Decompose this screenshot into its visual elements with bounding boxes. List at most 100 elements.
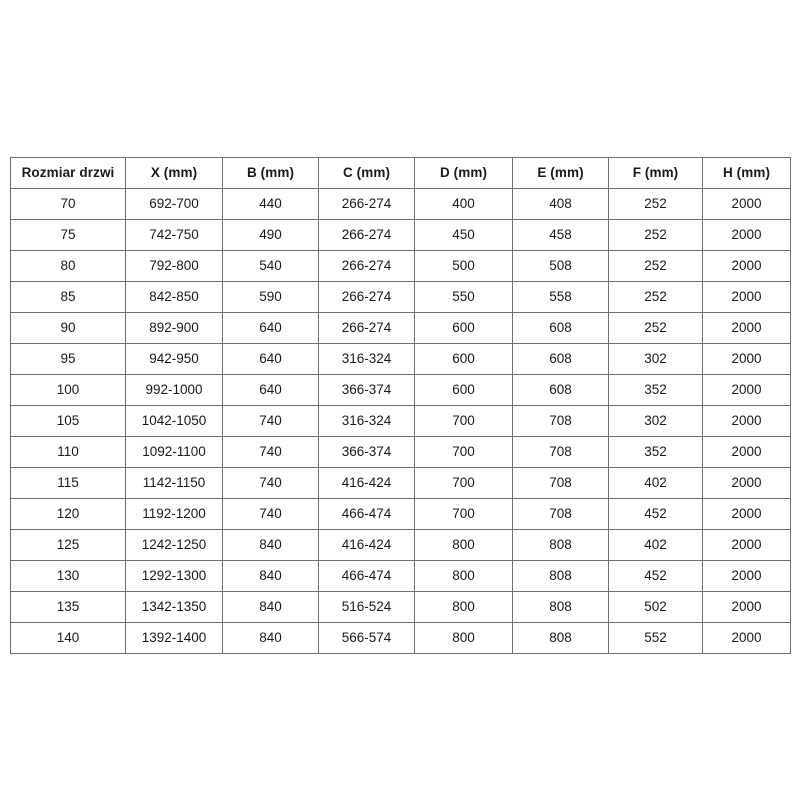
- table-cell: 508: [512, 250, 609, 282]
- table-cell: 125: [10, 529, 126, 561]
- table-cell: 452: [608, 560, 703, 592]
- table-cell: 2000: [702, 591, 791, 623]
- table-cell: 316-324: [318, 343, 415, 375]
- table-cell: 490: [222, 219, 319, 251]
- table-cell: 416-424: [318, 467, 415, 499]
- table-cell: 700: [414, 467, 513, 499]
- table-cell: 590: [222, 281, 319, 313]
- table-cell: 466-474: [318, 560, 415, 592]
- table-cell: 458: [512, 219, 609, 251]
- table-cell: 1042-1050: [125, 405, 223, 437]
- table-cell: 2000: [702, 219, 791, 251]
- spec-table-container: Rozmiar drzwi X (mm) B (mm) C (mm) D (mm) E (…: [10, 157, 791, 654]
- table-cell: 302: [608, 343, 703, 375]
- table-cell: 2000: [702, 343, 791, 375]
- table-cell: 708: [512, 467, 609, 499]
- table-cell: 2000: [702, 560, 791, 592]
- table-cell: 252: [608, 250, 703, 282]
- table-cell: 1142-1150: [125, 467, 223, 499]
- table-cell: 450: [414, 219, 513, 251]
- table-cell: 808: [512, 591, 609, 623]
- table-cell: 708: [512, 405, 609, 437]
- table-cell: 740: [222, 405, 319, 437]
- table-cell: 1192-1200: [125, 498, 223, 530]
- table-cell: 95: [10, 343, 126, 375]
- table-cell: 800: [414, 591, 513, 623]
- table-cell: 740: [222, 436, 319, 468]
- column-header-4: D (mm): [414, 157, 513, 189]
- table-cell: 550: [414, 281, 513, 313]
- table-cell: 2000: [702, 498, 791, 530]
- table-cell: 992-1000: [125, 374, 223, 406]
- table-row: 100 992-1000 640 366-374 600 608 352 2000: [10, 374, 791, 406]
- table-cell: 466-474: [318, 498, 415, 530]
- column-header-2: B (mm): [222, 157, 319, 189]
- table-row: 120 1192-1200 740 466-474 700 708 452 2000: [10, 498, 791, 530]
- table-row: 110 1092-1100 740 366-374 700 708 352 2000: [10, 436, 791, 468]
- table-cell: 402: [608, 529, 703, 561]
- column-header-6: F (mm): [608, 157, 703, 189]
- table-cell: 302: [608, 405, 703, 437]
- table-cell: 266-274: [318, 281, 415, 313]
- door-size-spec-table: Rozmiar drzwi X (mm) B (mm) C (mm) D (mm) E (…: [10, 157, 791, 654]
- table-cell: 266-274: [318, 219, 415, 251]
- table-cell: 252: [608, 219, 703, 251]
- table-cell: 700: [414, 405, 513, 437]
- table-cell: 600: [414, 312, 513, 344]
- table-cell: 1092-1100: [125, 436, 223, 468]
- table-row: 90 892-900 640 266-274 600 608 252 2000: [10, 312, 791, 344]
- table-cell: 2000: [702, 312, 791, 344]
- column-header-0: Rozmiar drzwi: [10, 157, 126, 189]
- table-cell: 80: [10, 250, 126, 282]
- column-header-3: C (mm): [318, 157, 415, 189]
- table-cell: 2000: [702, 467, 791, 499]
- table-cell: 115: [10, 467, 126, 499]
- table-cell: 408: [512, 188, 609, 220]
- table-cell: 140: [10, 622, 126, 654]
- table-cell: 800: [414, 560, 513, 592]
- table-cell: 110: [10, 436, 126, 468]
- table-cell: 640: [222, 343, 319, 375]
- table-cell: 692-700: [125, 188, 223, 220]
- table-cell: 366-374: [318, 436, 415, 468]
- table-cell: 1342-1350: [125, 591, 223, 623]
- table-cell: 100: [10, 374, 126, 406]
- table-row: 70 692-700 440 266-274 400 408 252 2000: [10, 188, 791, 220]
- table-cell: 2000: [702, 405, 791, 437]
- table-cell: 135: [10, 591, 126, 623]
- table-cell: 942-950: [125, 343, 223, 375]
- table-row: 75 742-750 490 266-274 450 458 252 2000: [10, 219, 791, 251]
- table-cell: 502: [608, 591, 703, 623]
- table-cell: 400: [414, 188, 513, 220]
- table-cell: 566-574: [318, 622, 415, 654]
- table-cell: 640: [222, 312, 319, 344]
- table-cell: 742-750: [125, 219, 223, 251]
- table-cell: 252: [608, 281, 703, 313]
- table-cell: 452: [608, 498, 703, 530]
- table-cell: 2000: [702, 281, 791, 313]
- table-cell: 352: [608, 374, 703, 406]
- table-row: 80 792-800 540 266-274 500 508 252 2000: [10, 250, 791, 282]
- table-cell: 90: [10, 312, 126, 344]
- table-cell: 892-900: [125, 312, 223, 344]
- table-cell: 840: [222, 622, 319, 654]
- table-row: 95 942-950 640 316-324 600 608 302 2000: [10, 343, 791, 375]
- table-cell: 608: [512, 312, 609, 344]
- table-cell: 105: [10, 405, 126, 437]
- table-cell: 552: [608, 622, 703, 654]
- table-row: 125 1242-1250 840 416-424 800 808 402 2000: [10, 529, 791, 561]
- table-cell: 700: [414, 436, 513, 468]
- table-cell: 2000: [702, 529, 791, 561]
- table-cell: 266-274: [318, 312, 415, 344]
- table-cell: 640: [222, 374, 319, 406]
- table-cell: 700: [414, 498, 513, 530]
- table-cell: 516-524: [318, 591, 415, 623]
- table-cell: 402: [608, 467, 703, 499]
- table-cell: 366-374: [318, 374, 415, 406]
- table-cell: 2000: [702, 436, 791, 468]
- table-cell: 252: [608, 312, 703, 344]
- table-cell: 266-274: [318, 250, 415, 282]
- table-cell: 840: [222, 529, 319, 561]
- table-cell: 558: [512, 281, 609, 313]
- table-cell: 85: [10, 281, 126, 313]
